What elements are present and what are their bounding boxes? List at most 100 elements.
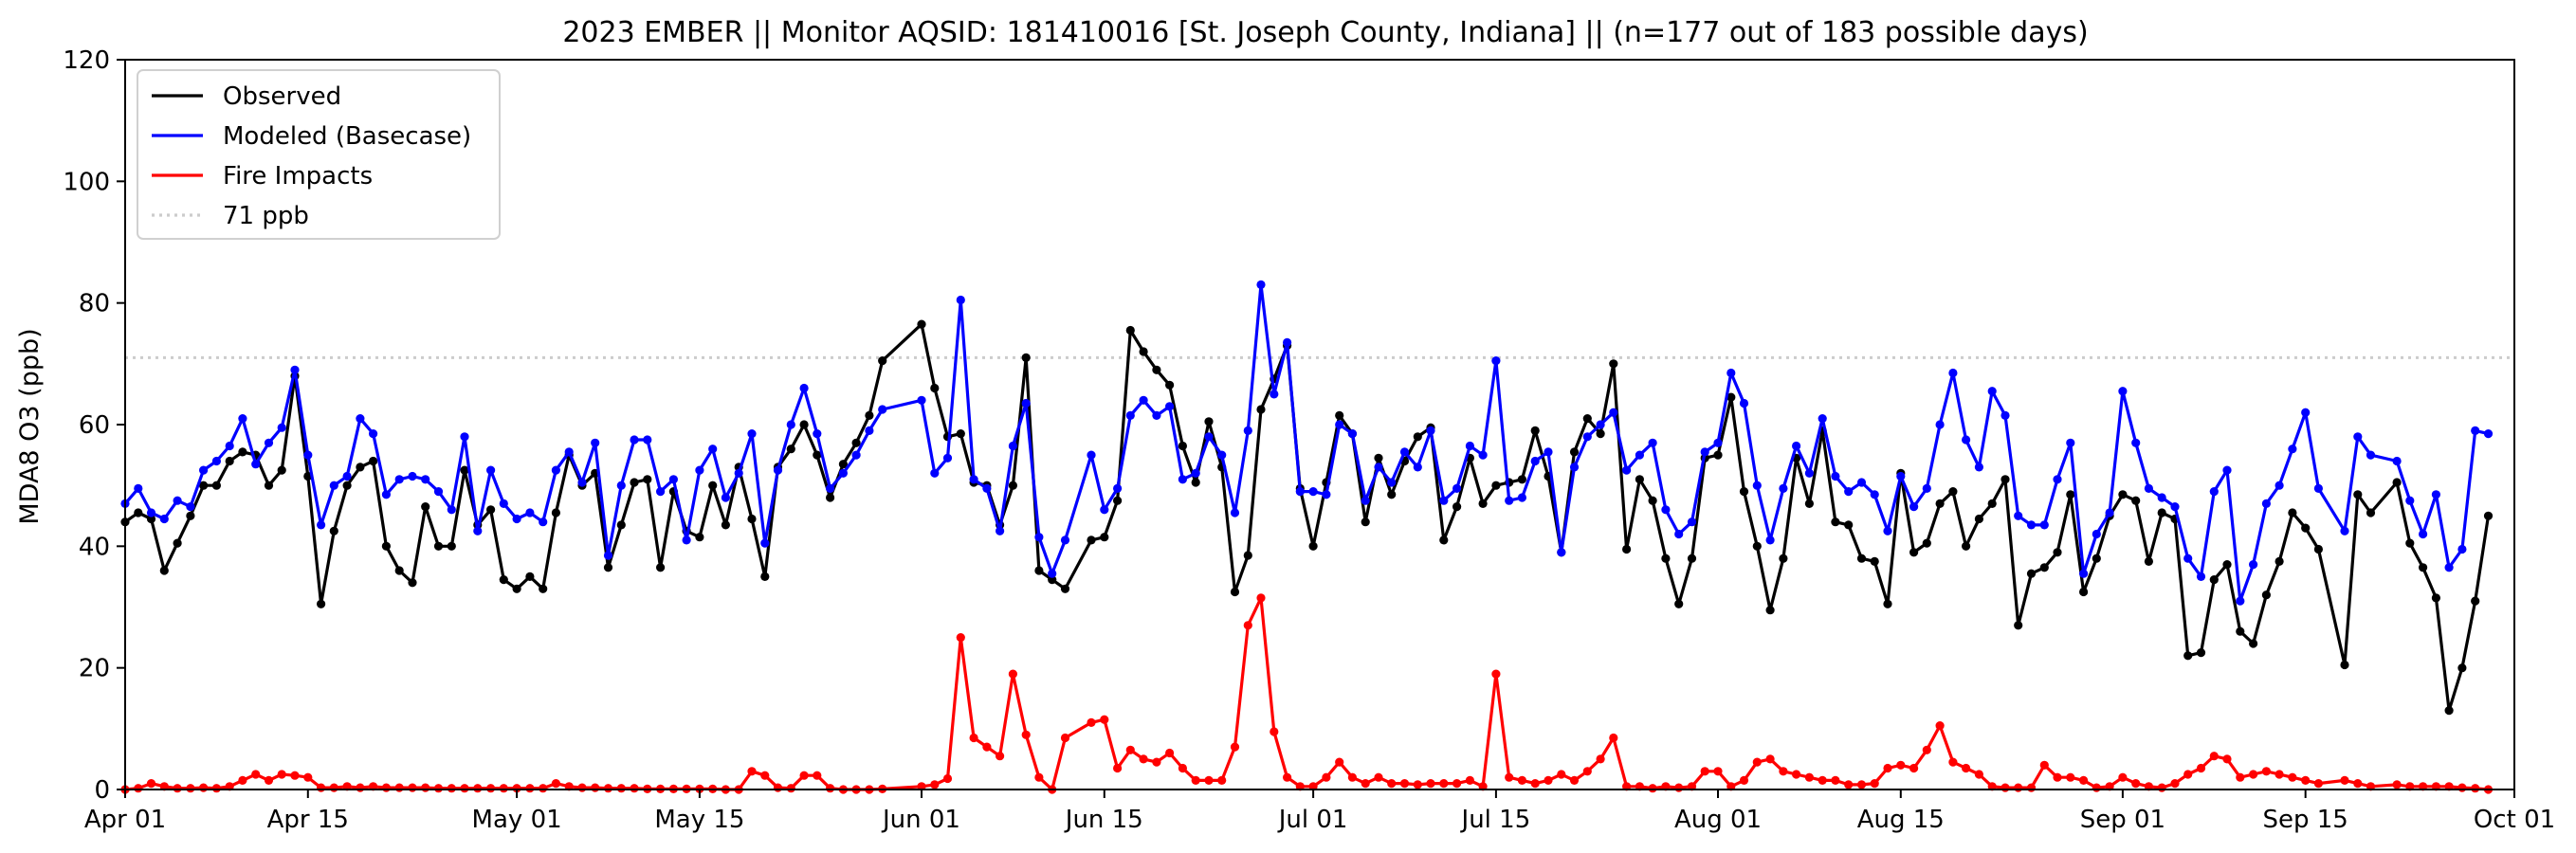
data-point [1831, 775, 1840, 786]
data-point [408, 783, 417, 792]
data-point [799, 771, 809, 780]
data-point [2366, 450, 2376, 460]
data-point [2483, 429, 2494, 439]
data-point [826, 784, 835, 793]
data-point [1125, 410, 1135, 420]
data-point [2249, 639, 2258, 648]
data-point [956, 429, 965, 439]
data-point [2249, 770, 2258, 779]
data-point [2444, 706, 2454, 716]
data-point [1322, 490, 1331, 499]
data-point [1922, 745, 1931, 754]
data-point [551, 465, 561, 475]
data-point [2092, 529, 2101, 539]
data-point [2209, 575, 2219, 585]
data-point [1230, 587, 1240, 597]
data-point [1374, 463, 1383, 472]
data-point [1452, 502, 1462, 512]
data-point [1295, 487, 1305, 497]
data-point [1060, 733, 1070, 743]
data-point [1452, 779, 1462, 789]
data-point [134, 483, 143, 493]
data-point [930, 468, 940, 478]
data-point [1505, 772, 1514, 782]
data-point [2483, 511, 2494, 520]
data-point [930, 383, 940, 393]
data-point [865, 426, 874, 435]
data-point [486, 784, 496, 793]
data-point [773, 783, 783, 792]
data-point [813, 450, 822, 460]
data-point [1713, 767, 1723, 776]
data-point [251, 460, 261, 469]
data-point [695, 533, 704, 542]
data-point [603, 563, 613, 572]
data-point [630, 435, 639, 445]
data-point [2131, 779, 2141, 789]
data-point [708, 445, 718, 454]
data-point [1909, 502, 1919, 512]
x-tick-label: May 15 [654, 806, 744, 834]
data-point [2001, 410, 2010, 420]
data-point [851, 450, 861, 460]
data-point [1374, 772, 1383, 782]
data-point [1256, 280, 1266, 289]
data-point [2419, 529, 2428, 539]
data-point [982, 483, 992, 493]
data-point [917, 395, 926, 405]
data-point [460, 465, 469, 475]
data-point [1335, 757, 1344, 767]
data-point [369, 429, 378, 439]
data-point [1361, 496, 1370, 505]
data-point [1582, 414, 1592, 424]
data-point [1557, 548, 1566, 557]
data-point [356, 783, 365, 792]
data-point [277, 423, 286, 432]
data-point [1178, 441, 1187, 451]
data-point [447, 505, 456, 515]
data-point [2444, 563, 2454, 572]
data-point [512, 784, 521, 793]
data-point [264, 775, 274, 786]
data-point [512, 584, 521, 593]
data-point [186, 784, 195, 793]
data-point [2313, 483, 2323, 493]
data-point [134, 508, 143, 517]
data-point [1283, 772, 1292, 782]
data-point [826, 493, 835, 502]
data-point [225, 456, 234, 466]
data-point [2014, 783, 2023, 792]
legend-box [137, 69, 501, 240]
data-point [2288, 508, 2297, 517]
data-point [1191, 468, 1200, 478]
data-point [394, 566, 404, 575]
data-point [799, 420, 809, 429]
data-point [1113, 763, 1123, 773]
data-point [1021, 353, 1031, 362]
data-point [342, 481, 352, 490]
data-point [1713, 438, 1723, 447]
data-point [1974, 463, 1983, 472]
data-point [1165, 402, 1175, 411]
data-point [851, 438, 861, 447]
data-point [2405, 496, 2415, 505]
data-point [1582, 767, 1592, 776]
data-point [2053, 772, 2062, 782]
data-point [2183, 554, 2193, 563]
data-point [1048, 569, 1057, 578]
data-point [1217, 450, 1227, 460]
data-point [2471, 784, 2480, 793]
data-point [1779, 483, 1788, 493]
data-point [1935, 499, 1945, 509]
data-point [643, 435, 652, 445]
data-point [747, 429, 757, 439]
y-tick-label: 40 [79, 533, 110, 561]
data-point [2301, 775, 2311, 786]
data-point [969, 733, 978, 743]
data-point [1125, 325, 1135, 336]
data-point [1517, 493, 1526, 502]
data-point [1870, 490, 1879, 499]
y-tick-label: 100 [63, 168, 110, 196]
data-point [865, 410, 874, 420]
data-point [1856, 780, 1867, 789]
